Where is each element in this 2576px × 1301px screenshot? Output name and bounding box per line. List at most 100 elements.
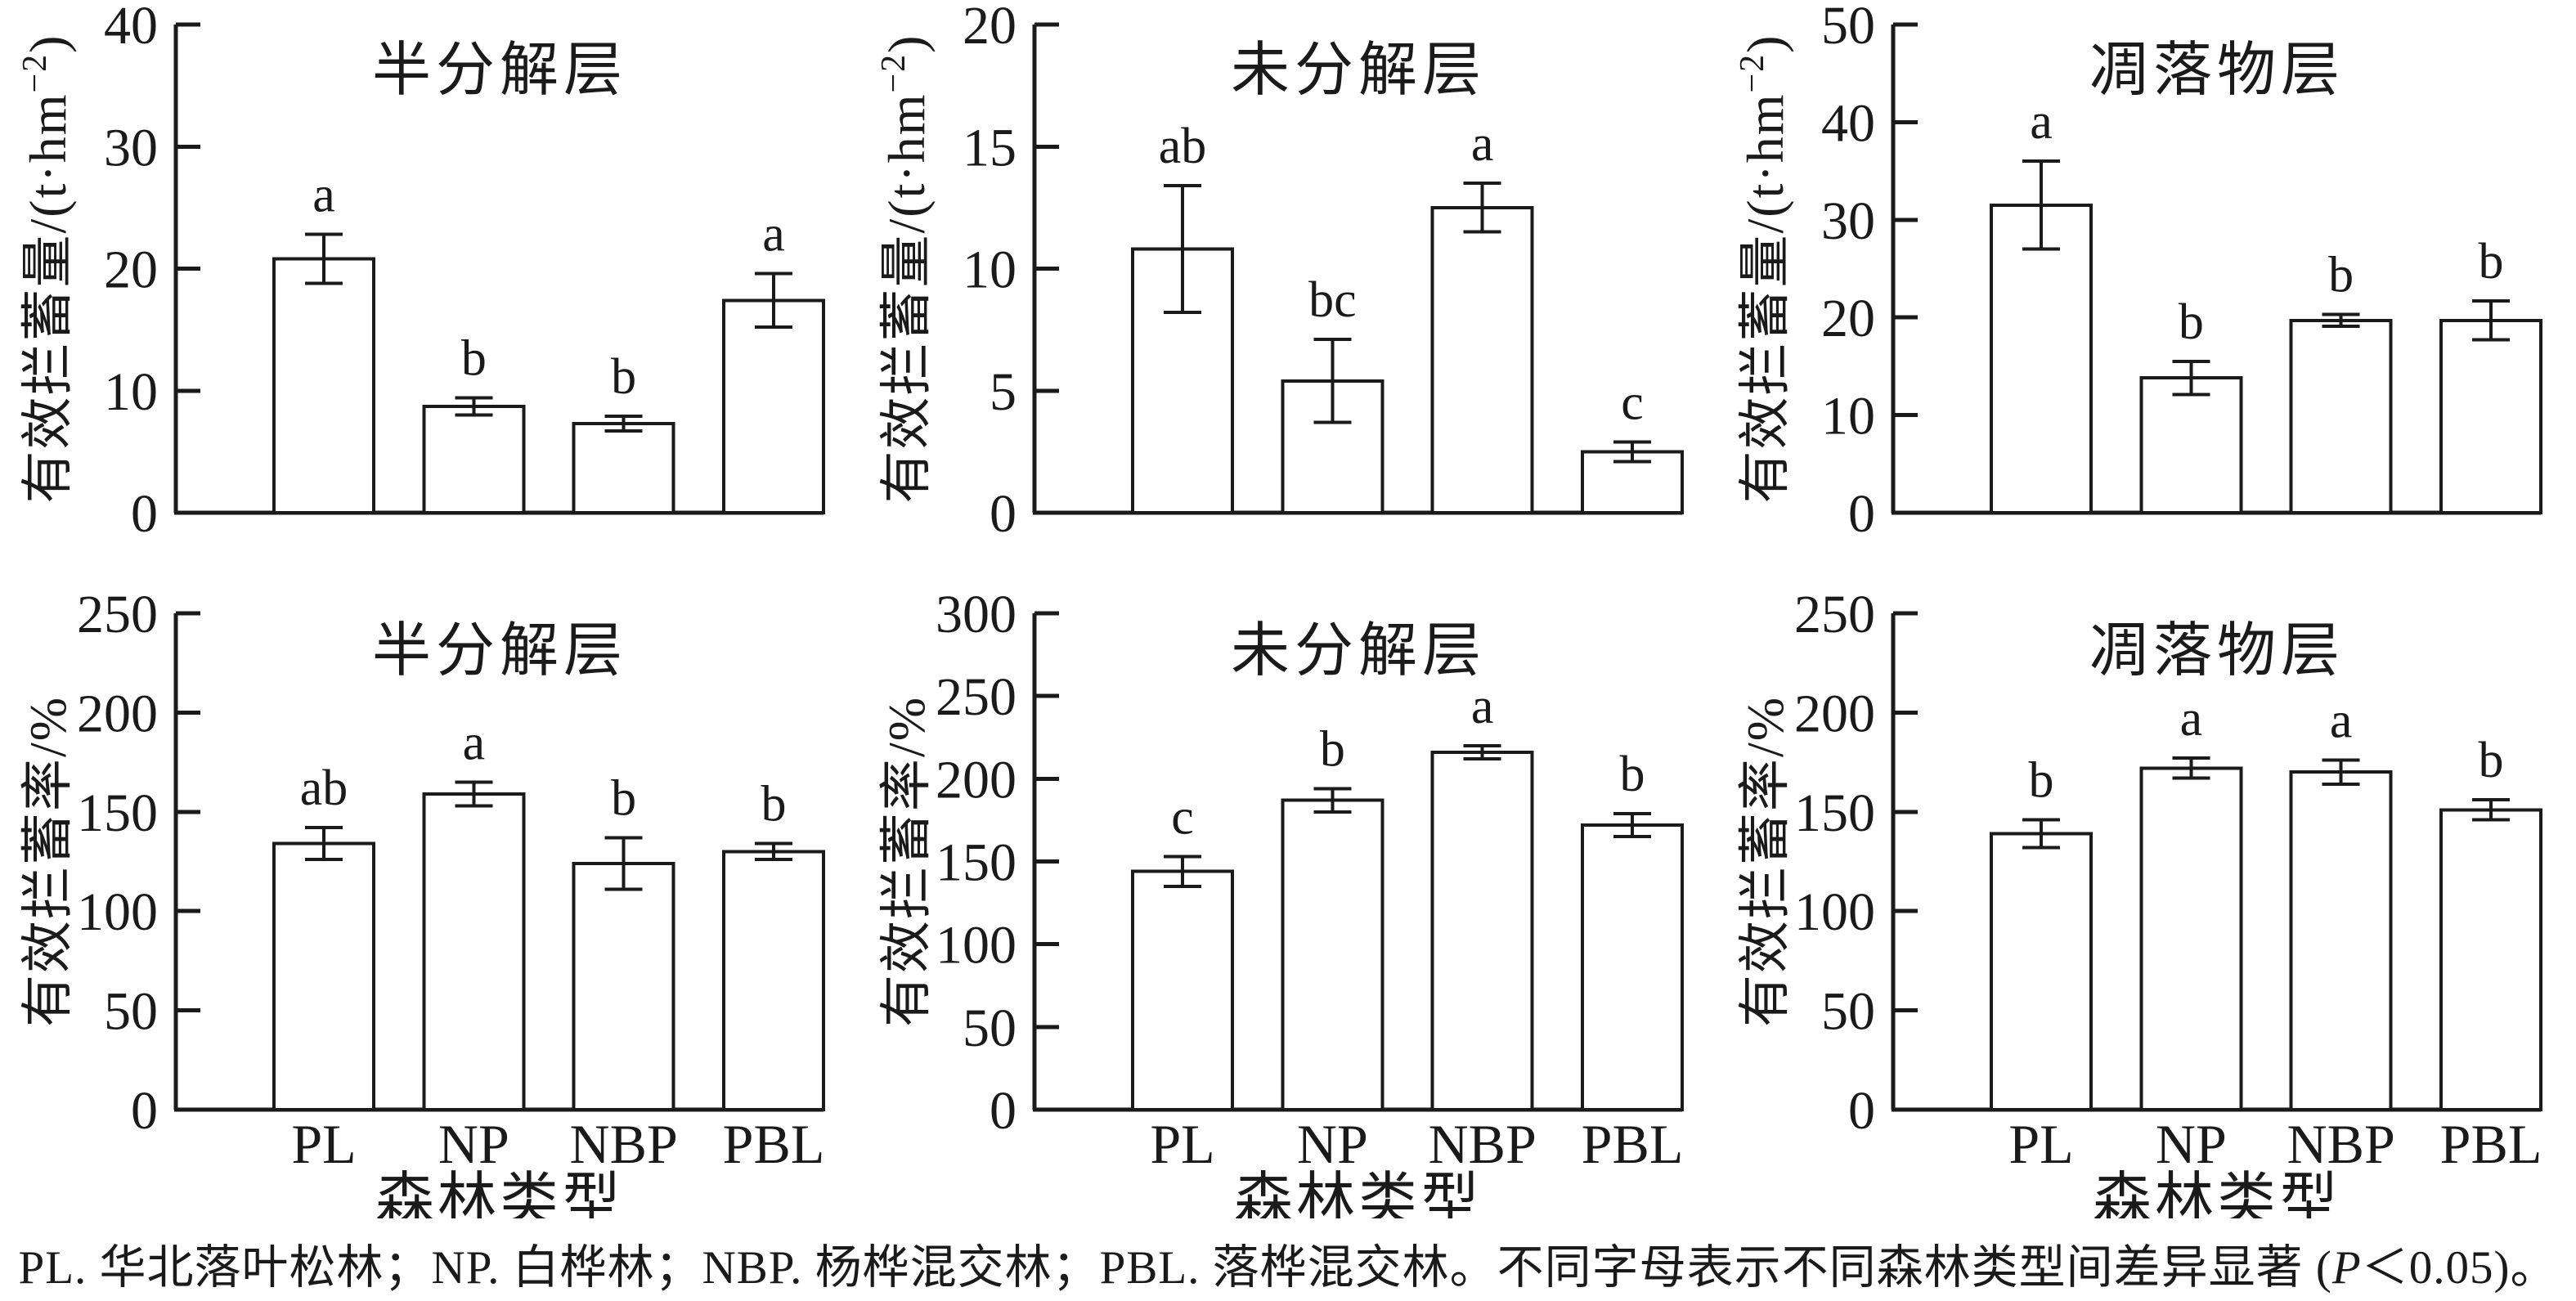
chart-title: 凋落物层 [2089,38,2345,103]
y-tick-label-50: 50 [963,998,1016,1058]
sig-letter-NP: b [2179,294,2204,350]
y-tick-label-10: 10 [963,240,1016,300]
y-axis-label: 有效拦蓄率/% [1736,696,1794,1027]
sig-letter-NBP: b [2328,248,2354,303]
y-tick-label-0: 0 [990,484,1016,544]
sig-letter-NP: b [461,331,487,387]
chart-cell-4: 0 50 100 150 200 250 半分解层 有效拦蓄率/% ab PL a NP b NBP b PB… [0,556,859,1218]
x-tick-label-NBP: NBP [1429,1113,1537,1175]
bar-PBL [2439,808,2542,1111]
y-tick-label-30: 30 [1821,191,1875,251]
y-axis-label: 有效拦蓄率/% [19,696,77,1027]
x-tick-label-NP: NP [1297,1113,1368,1175]
charts-grid: 0 10 20 30 40 半分解层 有效拦蓄量/(t·hm−2) a b b a 0 5 10 15 20 未… [0,0,2576,1218]
bar-NBP [2289,318,2393,515]
bar-PBL [722,850,825,1111]
y-tick-label-150: 150 [936,833,1016,893]
sig-letter-NP: a [2180,691,2203,747]
sig-letter-NBP: b [611,770,636,826]
bar-NBP [572,422,675,514]
bar-PL [1990,832,2093,1111]
bar-NP [2139,376,2243,514]
bar-chart-3: 0 10 20 30 40 50 凋落物层 有效拦蓄量/(t·hm−2) a b b b [1734,0,2542,544]
y-tick-label-5: 5 [990,362,1016,422]
bar-PBL [2439,318,2542,515]
y-tick-label-100: 100 [1794,882,1875,942]
y-tick-label-15: 15 [963,118,1016,177]
chart-title: 未分解层 [1231,618,1486,684]
y-tick-label-200: 200 [936,750,1016,810]
x-tick-label-NBP: NBP [570,1113,678,1175]
bar-PL [1990,203,2093,514]
chart-title: 半分解层 [372,38,627,103]
sig-letter-NBP: a [2330,693,2353,749]
bar-chart-1: 0 10 20 30 40 半分解层 有效拦蓄量/(t·hm−2) a b b a [16,0,825,544]
y-tick-label-150: 150 [77,783,158,843]
sig-letter-NBP: a [1471,116,1494,172]
y-axis-label: 有效拦蓄率/% [877,696,936,1027]
bar-PL [272,257,375,514]
sig-letter-NP: b [1320,721,1345,777]
y-axis-label: 有效拦蓄量/(t·hm−2) [875,34,936,504]
footnote-p-value: ＜0.05)。 [2361,1242,2558,1294]
x-tick-label-PBL: PBL [2440,1113,2542,1175]
bar-NP [1281,798,1384,1111]
y-tick-label-40: 40 [1821,93,1875,153]
sig-letter-PL: ab [300,760,348,816]
bar-NBP [1430,205,1534,514]
y-tick-label-10: 10 [104,362,158,422]
sig-letter-PBL: c [1621,375,1644,430]
y-tick-label-250: 250 [936,667,1016,727]
bar-PBL [722,298,825,514]
y-tick-label-40: 40 [104,0,158,56]
x-tick-label-PL: PL [1150,1113,1214,1175]
x-axis-label: 森林类型 [1234,1168,1483,1218]
y-tick-label-10: 10 [1821,387,1875,446]
bar-NBP [572,861,675,1111]
chart-title: 半分解层 [372,618,627,684]
y-tick-label-20: 20 [1821,289,1875,348]
y-tick-label-300: 300 [936,585,1016,644]
x-tick-label-NP: NP [438,1113,509,1175]
chart-cell-3: 0 10 20 30 40 50 凋落物层 有效拦蓄量/(t·hm−2) a b b b [1717,0,2576,556]
sig-letter-PL: c [1171,789,1194,845]
x-axis-label: 森林类型 [375,1168,624,1218]
y-tick-label-250: 250 [1794,585,1875,644]
bar-PL [272,841,375,1111]
y-tick-label-200: 200 [1794,684,1875,743]
y-axis-label: 有效拦蓄量/(t·hm−2) [16,34,77,504]
y-tick-label-30: 30 [104,118,158,177]
sig-letter-PL: a [2030,94,2053,150]
bar-NP [422,405,526,514]
chart-cell-6: 0 50 100 150 200 250 凋落物层 有效拦蓄率/% b PL a NP a NBP b PBL… [1717,556,2576,1218]
footnote-legend-text: PL. 华北落叶松林；NP. 白桦林；NBP. 杨桦混交林；PBL. 落桦混交林… [18,1242,2332,1294]
chart-title: 凋落物层 [2089,618,2345,684]
x-tick-label-NBP: NBP [2287,1113,2395,1175]
sig-letter-PBL: b [2479,733,2504,788]
bar-PBL [1581,823,1684,1111]
y-tick-label-200: 200 [77,684,158,743]
x-tick-label-PL: PL [2008,1113,2073,1175]
y-tick-label-0: 0 [131,1081,158,1141]
x-tick-label-PBL: PBL [1582,1113,1684,1175]
x-tick-label-NP: NP [2156,1113,2227,1175]
x-tick-label-PBL: PBL [723,1113,825,1175]
y-tick-label-0: 0 [1848,484,1875,544]
y-tick-label-0: 0 [131,484,158,544]
sig-letter-PL: b [2029,753,2054,809]
sig-letter-NBP: b [611,349,636,405]
bar-PL [1131,869,1234,1111]
sig-letter-PBL: b [1620,747,1645,802]
chart-cell-5: 0 50 100 150 200 250 300 未分解层 有效拦蓄率/% c PL b NP a NBP b… [859,556,1717,1218]
sig-letter-PBL: b [761,777,787,832]
y-tick-label-100: 100 [77,882,158,942]
y-tick-label-50: 50 [1821,982,1875,1042]
footnote-p-symbol: P [2331,1242,2362,1294]
y-tick-label-0: 0 [990,1081,1016,1141]
sig-letter-NP: bc [1308,272,1357,328]
bar-NBP [1430,750,1534,1112]
